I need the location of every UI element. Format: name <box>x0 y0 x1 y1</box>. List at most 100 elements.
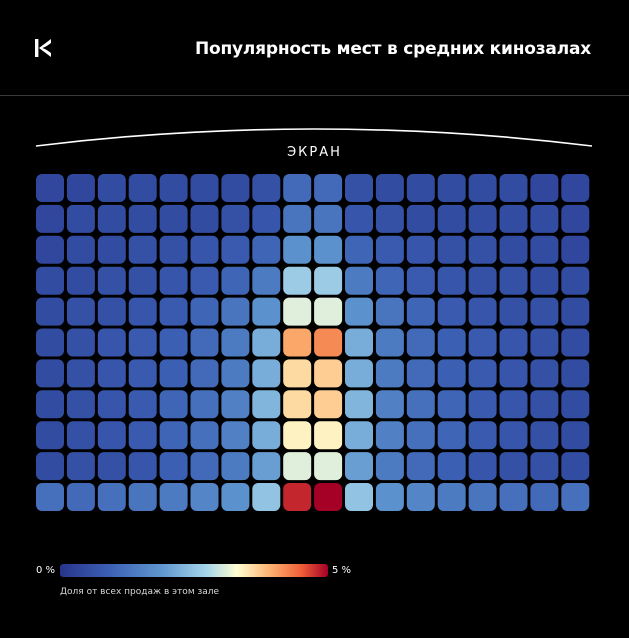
seat-cell-r3-c11 <box>345 235 373 264</box>
header-divider <box>0 95 629 96</box>
seat-cell-r9-c16 <box>499 421 528 450</box>
seat-cell-r4-c16 <box>499 266 528 295</box>
seat-cell-r5-c5 <box>159 297 188 326</box>
seat-cell-r11-c18 <box>561 483 590 511</box>
seat-cell-r1-c8 <box>252 174 281 202</box>
seat-cell-r1-c7 <box>221 174 250 202</box>
seat-cell-r11-c14 <box>437 483 466 511</box>
seat-cell-r3-c9 <box>283 235 312 264</box>
legend-max-label: 5 % <box>332 565 352 576</box>
seat-cell-r8-c2 <box>66 390 95 419</box>
seat-cell-r6-c8 <box>252 328 281 357</box>
seat-cell-r4-c6 <box>190 266 219 295</box>
seat-cell-r1-c4 <box>128 174 157 202</box>
seat-cell-r5-c10 <box>314 297 343 326</box>
seat-cell-r8-c5 <box>159 390 188 419</box>
seat-cell-r8-c15 <box>468 390 497 419</box>
seat-cell-r5-c16 <box>499 297 528 326</box>
legend-min-label: 0 % <box>36 565 56 576</box>
seat-cell-r5-c8 <box>252 297 281 326</box>
seat-cell-r4-c13 <box>406 266 435 295</box>
seat-cell-r11-c5 <box>159 483 188 511</box>
seat-cell-r7-c16 <box>499 359 528 388</box>
kinopoisk-k-logo-icon[interactable] <box>34 38 54 58</box>
seat-cell-r9-c8 <box>252 421 281 450</box>
seat-cell-r2-c10 <box>314 204 343 233</box>
seat-cell-r3-c4 <box>128 235 157 264</box>
seat-cell-r2-c4 <box>128 204 157 233</box>
seat-cell-r3-c3 <box>97 235 126 264</box>
seat-cell-r4-c7 <box>221 266 250 295</box>
seat-cell-r6-c7 <box>221 328 250 357</box>
seat-cell-r11-c7 <box>221 483 250 511</box>
seat-cell-r3-c7 <box>221 235 250 264</box>
seat-cell-r7-c6 <box>190 359 219 388</box>
seat-cell-r8-c18 <box>561 390 590 419</box>
seat-cell-r7-c3 <box>97 359 126 388</box>
seat-cell-r6-c2 <box>66 328 95 357</box>
seat-cell-r7-c9 <box>283 359 312 388</box>
seat-cell-r9-c14 <box>437 421 466 450</box>
seat-cell-r5-c18 <box>561 297 590 326</box>
seat-cell-r6-c14 <box>437 328 466 357</box>
seat-cell-r8-c4 <box>128 390 157 419</box>
seat-cell-r4-c12 <box>375 266 404 295</box>
seat-cell-r8-c7 <box>221 390 250 419</box>
seat-cell-r8-c10 <box>314 390 343 419</box>
seat-cell-r2-c9 <box>283 204 312 233</box>
seat-cell-r11-c1 <box>36 483 64 511</box>
seat-cell-r8-c1 <box>36 390 64 419</box>
seat-cell-r8-c12 <box>375 390 404 419</box>
seat-cell-r6-c13 <box>406 328 435 357</box>
seat-cell-r2-c17 <box>530 204 559 233</box>
seat-cell-r3-c15 <box>468 235 497 264</box>
seat-cell-r11-c10 <box>314 483 343 511</box>
seat-cell-r2-c11 <box>345 204 373 233</box>
seat-cell-r1-c9 <box>283 174 312 202</box>
seat-cell-r11-c2 <box>66 483 95 511</box>
legend-caption: Доля от всех продаж в этом зале <box>60 587 220 597</box>
seat-cell-r2-c12 <box>375 204 404 233</box>
seat-cell-r2-c13 <box>406 204 435 233</box>
seat-cell-r11-c13 <box>406 483 435 511</box>
seat-cell-r10-c11 <box>345 452 373 481</box>
seat-cell-r8-c8 <box>252 390 281 419</box>
seat-cell-r7-c17 <box>530 359 559 388</box>
seat-cell-r7-c13 <box>406 359 435 388</box>
seat-cell-r3-c12 <box>375 235 404 264</box>
seat-cell-r5-c3 <box>97 297 126 326</box>
seat-cell-r4-c3 <box>97 266 126 295</box>
seat-cell-r2-c8 <box>252 204 281 233</box>
seat-cell-r6-c15 <box>468 328 497 357</box>
seat-cell-r6-c5 <box>159 328 188 357</box>
seat-cell-r7-c5 <box>159 359 188 388</box>
seat-cell-r1-c14 <box>437 174 466 202</box>
seat-cell-r4-c14 <box>437 266 466 295</box>
seat-cell-r9-c6 <box>190 421 219 450</box>
page-title: Популярность мест в средних кинозалах <box>194 39 591 59</box>
seat-cell-r4-c8 <box>252 266 281 295</box>
seat-cell-r6-c11 <box>345 328 373 357</box>
seat-cell-r10-c7 <box>221 452 250 481</box>
seat-cell-r5-c1 <box>36 297 64 326</box>
seat-cell-r10-c6 <box>190 452 219 481</box>
seat-cell-r10-c10 <box>314 452 343 481</box>
seat-cell-r4-c5 <box>159 266 188 295</box>
seat-cell-r1-c11 <box>345 174 373 202</box>
seat-cell-r3-c2 <box>66 235 95 264</box>
seat-cell-r2-c18 <box>561 204 590 233</box>
seat-cell-r6-c6 <box>190 328 219 357</box>
seat-cell-r1-c13 <box>406 174 435 202</box>
seat-cell-r7-c7 <box>221 359 250 388</box>
seat-cell-r8-c17 <box>530 390 559 419</box>
seat-cell-r9-c12 <box>375 421 404 450</box>
seat-cell-r7-c18 <box>561 359 590 388</box>
seat-cell-r1-c17 <box>530 174 559 202</box>
seat-cell-r4-c10 <box>314 266 343 295</box>
seat-cell-r10-c12 <box>375 452 404 481</box>
seat-cell-r1-c18 <box>561 174 590 202</box>
seat-cell-r10-c14 <box>437 452 466 481</box>
seat-cell-r6-c17 <box>530 328 559 357</box>
seat-cell-r11-c15 <box>468 483 497 511</box>
seat-cell-r3-c14 <box>437 235 466 264</box>
